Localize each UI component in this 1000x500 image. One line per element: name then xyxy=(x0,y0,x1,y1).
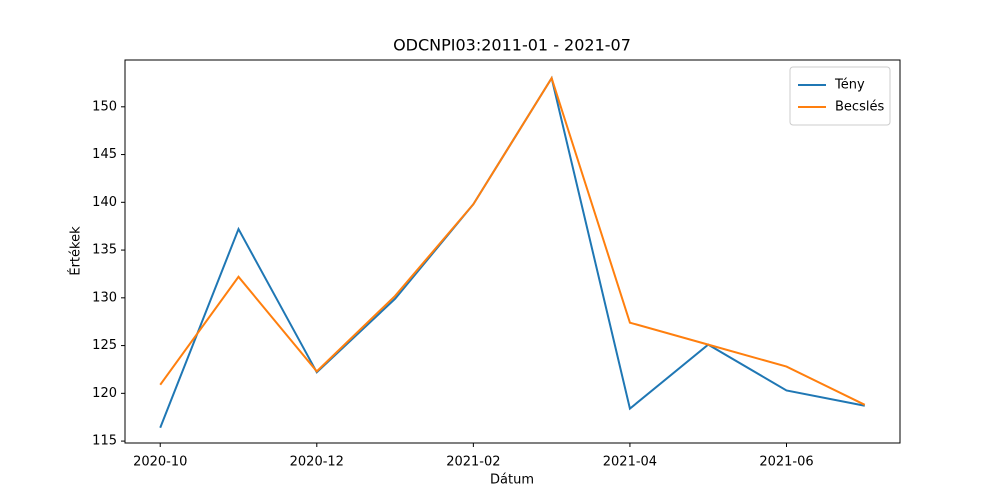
x-tick-label: 2020-12 xyxy=(290,455,344,470)
y-tick-label: 125 xyxy=(92,338,117,353)
y-tick-label: 140 xyxy=(92,195,117,210)
chart-title: ODCNPI03:2011-01 - 2021-07 xyxy=(393,36,631,55)
x-tick-label: 2021-04 xyxy=(603,455,657,470)
data-line xyxy=(159,75,866,406)
y-tick-label: 120 xyxy=(92,386,117,401)
y-axis-label: Értékek xyxy=(68,226,84,276)
legend-box xyxy=(789,66,891,126)
y-tick-label: 145 xyxy=(92,147,117,162)
x-tick-label: 2021-06 xyxy=(759,455,813,470)
data-line xyxy=(159,75,865,429)
legend-label: Becslés xyxy=(835,100,884,115)
x-tick-label: 2021-02 xyxy=(446,455,500,470)
plot-frame xyxy=(124,59,901,444)
y-tick-label: 115 xyxy=(92,434,117,449)
x-tick-label: 2020-10 xyxy=(133,455,187,470)
legend-label: Tény xyxy=(834,78,865,93)
y-tick-label: 135 xyxy=(92,243,117,258)
x-axis-label: Dátum xyxy=(490,473,534,488)
y-tick-label: 150 xyxy=(92,99,117,114)
y-tick-label: 130 xyxy=(92,290,117,305)
